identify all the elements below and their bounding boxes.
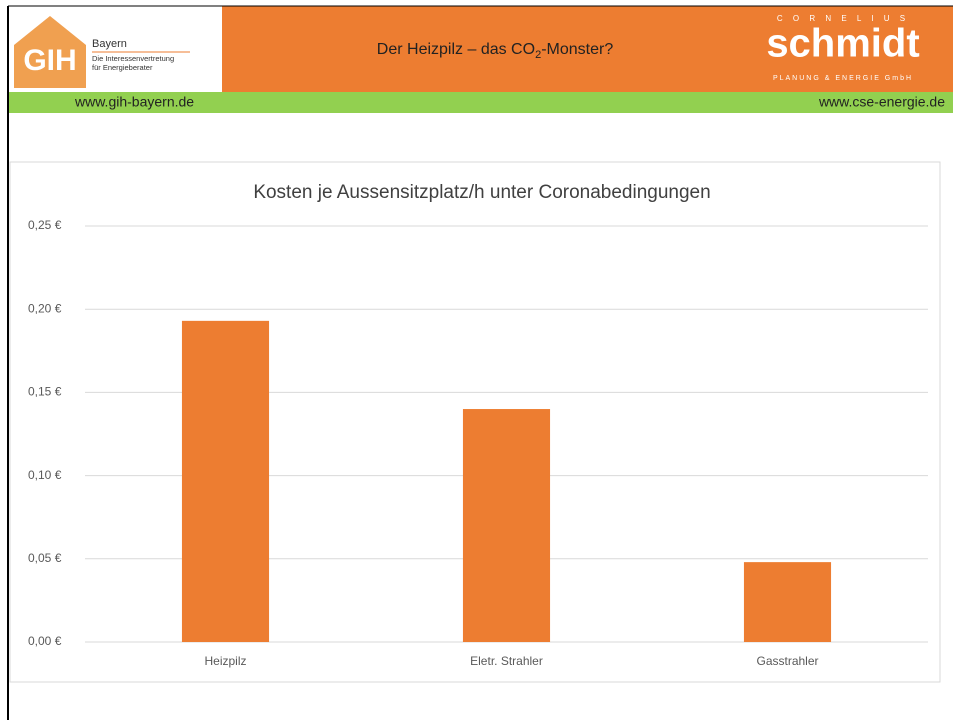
x-tick-label: Gasstrahler: [756, 654, 818, 668]
logo-text: Die Interessenvertretung: [92, 54, 174, 63]
logo-right-top: C O R N E L I U S: [777, 14, 909, 23]
y-tick-label: 0,25 €: [28, 218, 62, 232]
title-sub: 2: [535, 49, 541, 61]
chart-title: Kosten je Aussensitzplatz/h unter Corona…: [253, 182, 710, 203]
y-tick-label: 0,15 €: [28, 385, 62, 399]
url-right: www.cse-energie.de: [818, 94, 945, 110]
bar: [462, 409, 551, 642]
y-tick-label: 0,10 €: [28, 468, 62, 482]
url-left: www.gih-bayern.de: [74, 94, 194, 110]
x-tick-label: Heizpilz: [204, 654, 246, 668]
x-tick-label: Eletr. Strahler: [470, 654, 543, 668]
logo-mark: GIH: [23, 44, 76, 77]
url-bar: [8, 92, 953, 113]
y-tick-label: 0,20 €: [28, 301, 62, 315]
slide-title: Der Heizpilz – das CO2-Monster?: [377, 41, 614, 61]
logo-right-bottom: PLANUNG & ENERGIE GmbH: [773, 75, 913, 82]
bar: [743, 562, 832, 642]
y-tick-label: 0,05 €: [28, 551, 62, 565]
logo-text: Bayern: [92, 38, 127, 50]
logo-house: [14, 16, 86, 88]
title-part: Der Heizpilz – das CO: [377, 41, 535, 58]
title-part: -Monster?: [541, 41, 613, 58]
y-tick-label: 0,00 €: [28, 634, 62, 648]
bar: [181, 320, 270, 642]
logo-right-name: schmidt: [766, 22, 919, 66]
logo-text: für Energieberater: [92, 63, 153, 72]
